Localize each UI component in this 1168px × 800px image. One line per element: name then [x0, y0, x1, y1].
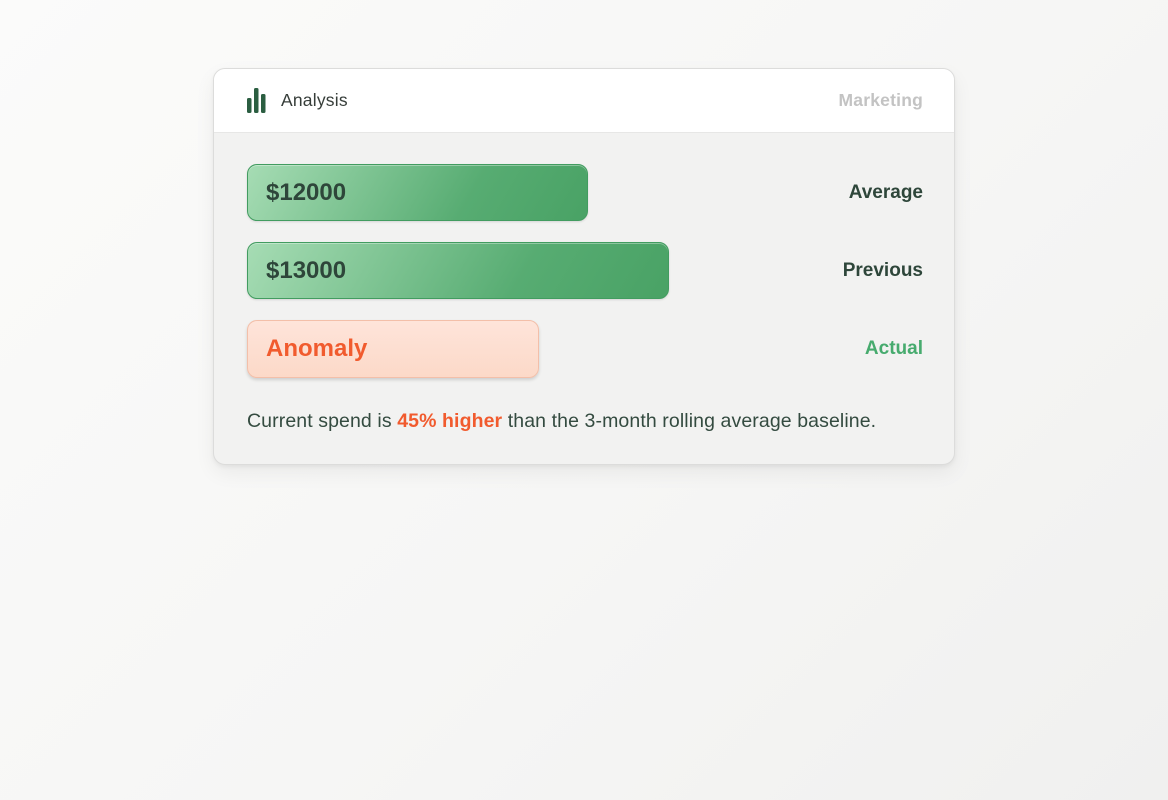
- summary-text: Current spend is 45% higher than the 3-m…: [247, 410, 923, 433]
- context-label: Marketing: [838, 90, 923, 110]
- summary-prefix: Current spend is: [247, 410, 398, 432]
- anomaly-bar-value: Anomaly: [266, 335, 368, 362]
- bar-row-average: $12000 Average: [247, 164, 923, 221]
- bar-row-actual: Anomaly Actual: [247, 320, 923, 378]
- actual-row-label: Actual: [864, 338, 923, 359]
- bar-row-previous: $13000 Previous: [247, 242, 923, 299]
- average-bar-value: $12000: [266, 178, 347, 206]
- card-title: Analysis: [281, 90, 348, 110]
- bar-chart-icon: [246, 88, 267, 113]
- average-bar: $12000: [247, 164, 588, 221]
- summary-suffix: than the 3-month rolling average baselin…: [502, 410, 877, 432]
- summary-highlight: 45% higher: [397, 410, 503, 432]
- analysis-card: Analysis Marketing $12000 Average $13000…: [213, 68, 955, 465]
- card-body: $12000 Average $13000 Previous Anomaly A…: [214, 133, 954, 464]
- anomaly-bar: Anomaly: [247, 320, 539, 378]
- previous-row-label: Previous: [842, 259, 923, 281]
- average-row-label: Average: [848, 181, 923, 203]
- card-header: Analysis Marketing: [214, 69, 954, 133]
- previous-bar: $13000: [247, 242, 669, 299]
- previous-bar-value: $13000: [266, 256, 347, 284]
